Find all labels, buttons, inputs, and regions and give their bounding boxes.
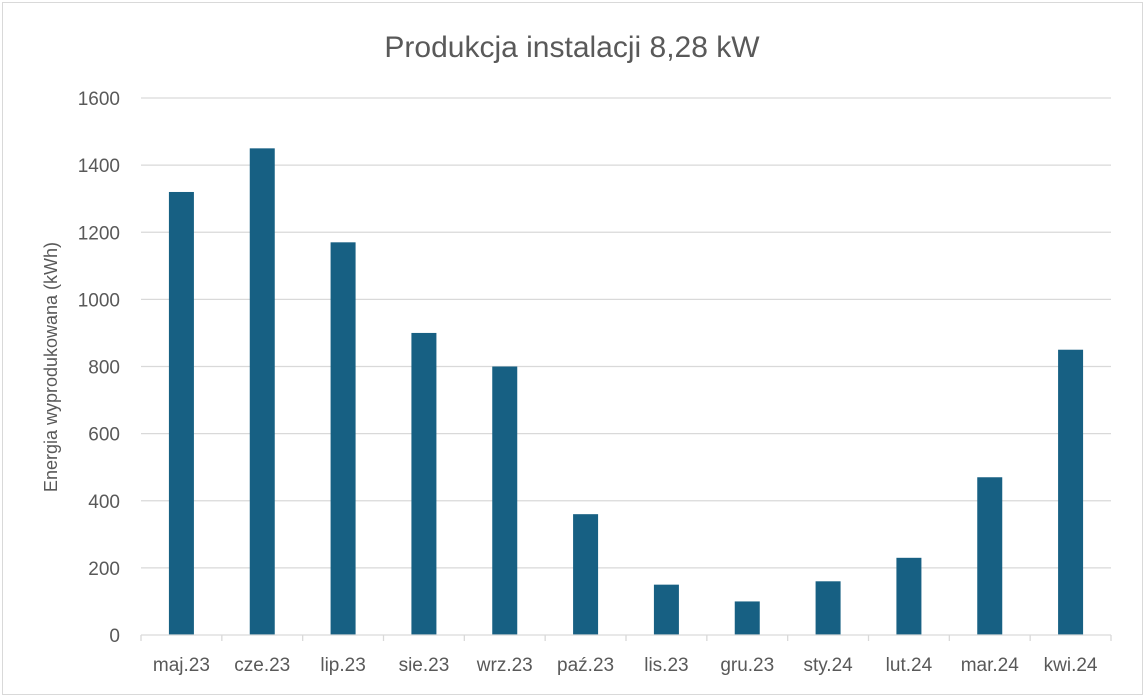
bar-mar.24: [977, 477, 1003, 635]
bar-cze.23: [249, 148, 275, 635]
x-tick-label: lis.23: [644, 655, 688, 676]
y-tick-labels: 0 200 400 600 800 1000 1200 1400 1600: [78, 89, 120, 647]
bar-sie.23: [411, 332, 437, 635]
y-tick-label: 400: [88, 492, 120, 513]
bar-sty.24: [815, 581, 841, 635]
x-tick-label: lip.23: [320, 655, 365, 676]
y-tick-label: 1600: [78, 89, 120, 110]
x-tick-label: maj.23: [153, 655, 210, 676]
gridlines: [141, 97, 1111, 569]
bar-maj.23: [168, 191, 194, 635]
y-tick-label: 1400: [78, 156, 120, 177]
y-tick-label: 200: [88, 559, 120, 580]
x-tick-label: sty.24: [803, 655, 853, 676]
x-tick-label: gru.23: [720, 655, 774, 676]
bar-wrz.23: [492, 366, 518, 635]
x-tick-label: cze.23: [234, 655, 290, 676]
y-tick-label: 0: [109, 626, 120, 647]
x-tick-label: mar.24: [961, 655, 1020, 676]
y-tick-label: 600: [88, 425, 120, 446]
x-tick-label: wrz.23: [476, 655, 533, 676]
bar-lis.23: [653, 584, 679, 635]
bar-kwi.24: [1058, 349, 1084, 635]
y-axis-label: Energia wyprodukowana (kWh): [41, 242, 61, 492]
bar-paź.23: [573, 514, 599, 635]
y-tick-label: 1000: [78, 290, 120, 311]
x-tick-label: lut.24: [886, 655, 933, 676]
bar-lut.24: [896, 557, 922, 635]
bars: [168, 148, 1084, 635]
y-tick-label: 800: [88, 358, 120, 379]
y-tick-label: 1200: [78, 223, 120, 244]
x-tick-label: kwi.24: [1044, 655, 1098, 676]
bar-gru.23: [734, 601, 760, 635]
x-tick-label: sie.23: [399, 655, 450, 676]
chart-title: Produkcja instalacji 8,28 kW: [384, 31, 760, 64]
x-tick-label: paź.23: [557, 655, 614, 676]
x-tick-labels: maj.23 cze.23 lip.23 sie.23 wrz.23 paź.23 lis.…: [140, 635, 1112, 676]
bar-lip.23: [330, 242, 356, 635]
